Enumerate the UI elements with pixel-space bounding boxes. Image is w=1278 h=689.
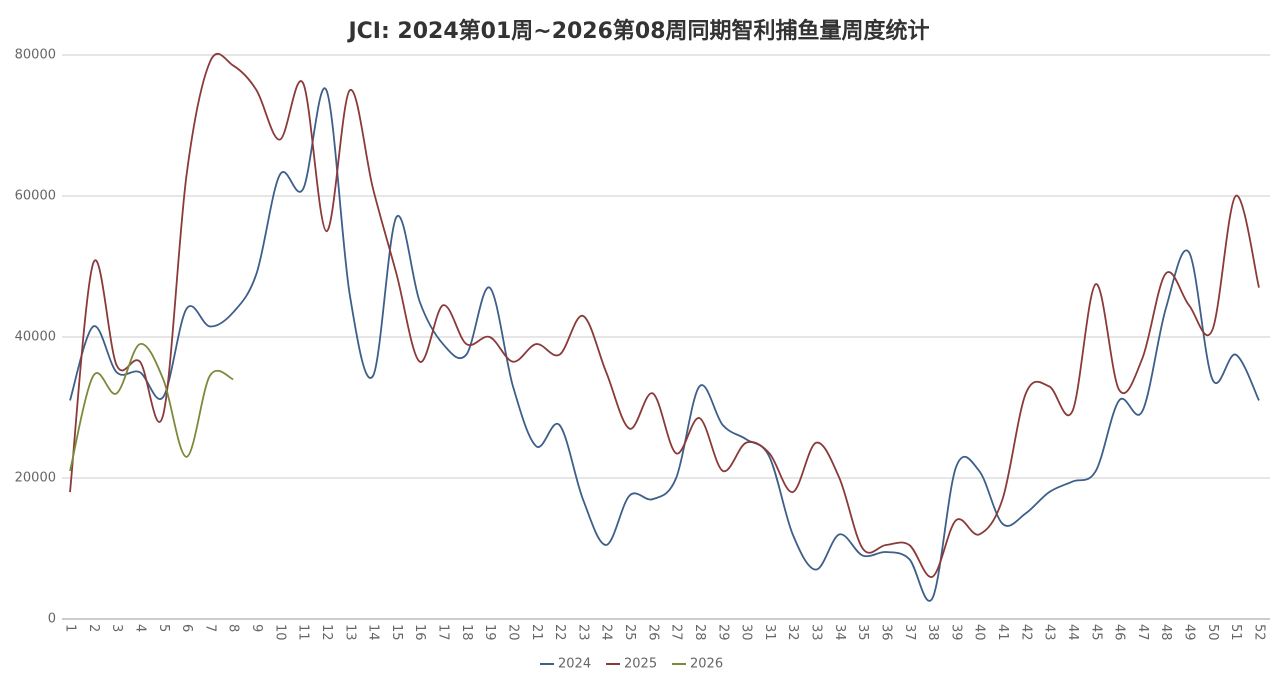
x-tick-label: 16 (412, 624, 427, 641)
x-tick-label: 29 (715, 624, 730, 641)
x-tick-label: 37 (902, 624, 917, 641)
legend-label: 2024 (558, 657, 591, 672)
x-tick-label: 46 (1112, 624, 1127, 641)
y-tick-label: 80000 (15, 48, 56, 63)
x-tick-label: 42 (1018, 624, 1033, 641)
x-tick-label: 36 (878, 624, 893, 641)
legend-label: 2025 (624, 657, 657, 672)
x-tick-label: 35 (855, 624, 870, 641)
x-tick-label: 22 (552, 624, 567, 641)
x-tick-label: 10 (272, 624, 287, 641)
x-tick-label: 25 (622, 624, 637, 641)
x-tick-label: 20 (505, 624, 520, 641)
x-tick-label: 34 (832, 624, 847, 641)
x-tick-label: 47 (1135, 624, 1150, 641)
x-tick-label: 9 (249, 624, 264, 632)
series-line (69, 53, 1260, 578)
x-tick-label: 49 (1182, 624, 1197, 641)
x-tick-label: 41 (995, 624, 1010, 641)
x-tick-label: 14 (366, 624, 381, 641)
chart-title: JCI: 2024第01周~2026第08周同期智利捕鱼量周度统计 (346, 18, 929, 44)
x-tick-label: 13 (342, 624, 357, 641)
series-line (69, 343, 234, 472)
x-tick-label: 44 (1065, 624, 1080, 641)
x-tick-label: 21 (529, 624, 544, 641)
y-tick-label: 20000 (15, 471, 56, 486)
x-tick-label: 8 (226, 624, 241, 632)
x-tick-label: 45 (1088, 624, 1103, 641)
x-tick-label: 50 (1205, 624, 1220, 641)
x-tick-label: 12 (319, 624, 334, 641)
x-tick-label: 48 (1158, 624, 1173, 641)
x-tick-label: 24 (599, 624, 614, 641)
x-tick-label: 17 (436, 624, 451, 641)
x-tick-label: 6 (179, 624, 194, 632)
x-tick-label: 27 (669, 624, 684, 641)
x-tick-label: 31 (762, 624, 777, 641)
y-tick-label: 0 (48, 612, 56, 627)
x-tick-label: 52 (1252, 624, 1267, 641)
x-tick-label: 11 (296, 624, 311, 641)
x-tick-label: 1 (63, 624, 78, 632)
x-tick-label: 32 (785, 624, 800, 641)
x-tick-label: 18 (459, 624, 474, 641)
x-tick-label: 26 (645, 624, 660, 641)
x-tick-label: 40 (972, 624, 987, 641)
x-tick-label: 51 (1228, 624, 1243, 641)
legend-label: 2026 (690, 657, 723, 672)
x-tick-label: 19 (482, 624, 497, 641)
x-tick-label: 30 (739, 624, 754, 641)
y-tick-label: 40000 (15, 330, 56, 345)
x-tick-label: 2 (86, 624, 101, 632)
x-tick-label: 23 (575, 624, 590, 641)
x-tick-label: 5 (156, 624, 171, 632)
x-tick-label: 15 (389, 624, 404, 641)
y-tick-label: 60000 (15, 189, 56, 204)
series-line (69, 87, 1260, 602)
x-tick-label: 43 (1042, 624, 1057, 641)
x-tick-label: 33 (809, 624, 824, 641)
x-tick-label: 7 (202, 624, 217, 632)
x-tick-label: 39 (948, 624, 963, 641)
x-tick-label: 28 (692, 624, 707, 641)
x-tick-label: 3 (109, 624, 124, 632)
x-tick-label: 4 (132, 624, 147, 632)
x-tick-label: 38 (925, 624, 940, 641)
